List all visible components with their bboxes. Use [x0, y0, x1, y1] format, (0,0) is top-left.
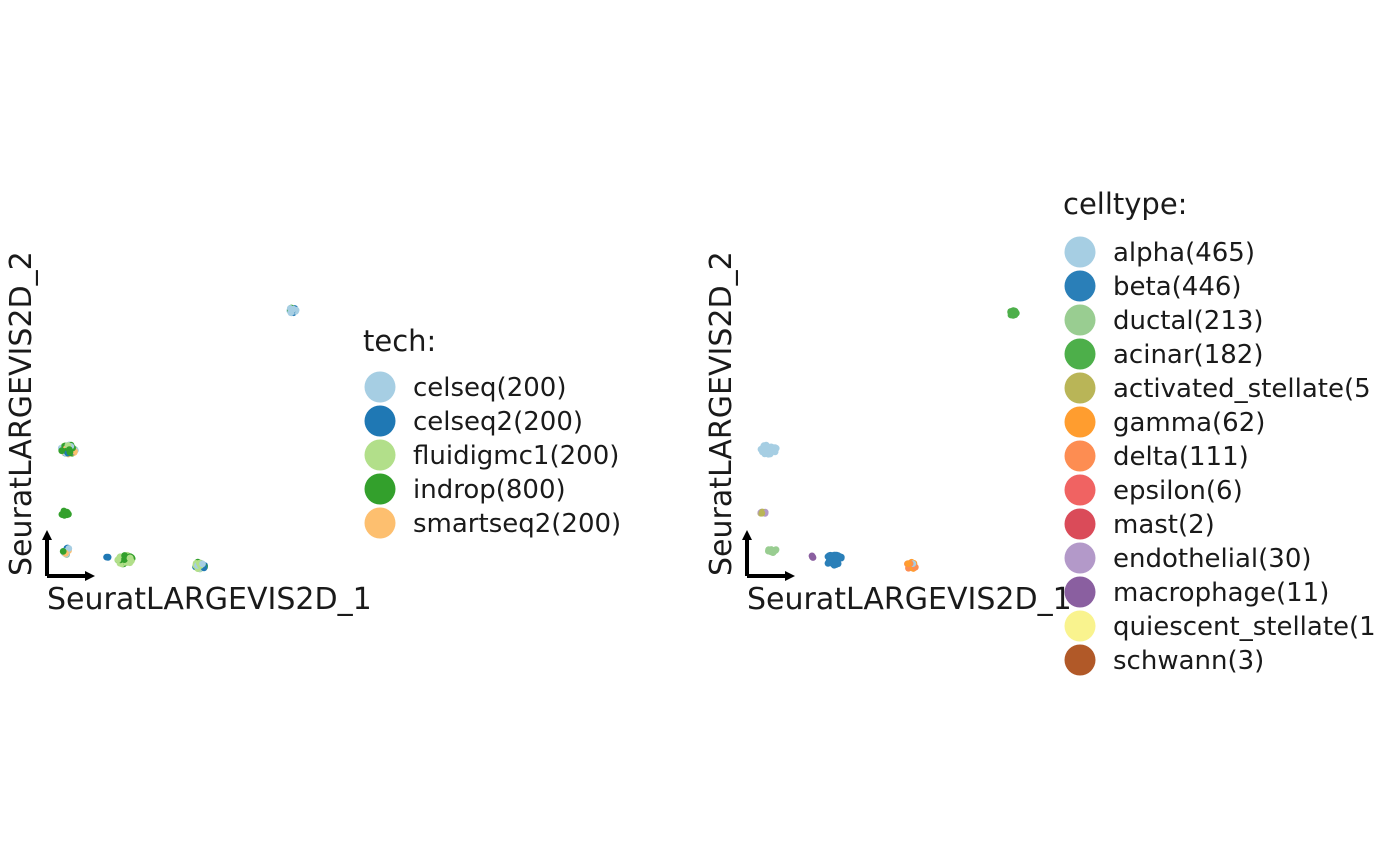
data-point	[826, 559, 833, 567]
legend-item: macrophage(11)	[1064, 576, 1329, 608]
data-point	[767, 546, 775, 553]
legend-item: epsilon(6)	[1064, 474, 1243, 506]
legend-item: gamma(62)	[1064, 406, 1265, 438]
legend-swatch	[1064, 644, 1096, 676]
legend-swatch	[364, 439, 396, 471]
legend-label: endothelial(30)	[1113, 544, 1312, 574]
legend-swatch	[1064, 508, 1096, 540]
legend-label: celseq(200)	[413, 373, 566, 403]
data-point	[59, 511, 66, 518]
legend-item: smartseq2(200)	[364, 507, 621, 539]
tech-points-layer	[57, 304, 300, 573]
legend-item: celseq2(200)	[364, 405, 583, 437]
data-point	[65, 446, 73, 454]
legend-item: alpha(465)	[1064, 236, 1255, 268]
data-point	[766, 446, 774, 454]
data-point	[126, 554, 134, 562]
legend-item: ductal(213)	[1064, 304, 1264, 336]
y-axis-arrow	[742, 530, 752, 576]
legend: alpha(465) beta(446) ductal(213) acinar(182…	[1064, 236, 1376, 676]
legend-label: acinar(182)	[1113, 340, 1263, 370]
legend-label: mast(2)	[1113, 510, 1215, 540]
legend-swatch	[364, 507, 396, 539]
legend-label: schwann(3)	[1113, 646, 1264, 676]
legend-item: fluidigmc1(200)	[364, 439, 619, 471]
legend-swatch	[1064, 236, 1096, 268]
legend-item: activated_stellate(5	[1064, 372, 1371, 404]
legend-swatch	[1064, 576, 1096, 608]
data-point	[104, 553, 112, 561]
legend-label: fluidigmc1(200)	[413, 441, 619, 471]
legend-label: indrop(800)	[413, 475, 566, 505]
legend-item: delta(111)	[1064, 440, 1249, 472]
legend-title: tech:	[363, 324, 436, 358]
data-point	[59, 548, 67, 555]
legend-label: ductal(213)	[1113, 306, 1264, 336]
legend-title: celltype:	[1063, 187, 1187, 221]
x-axis-title: SeuratLARGEVIS2D_1	[747, 582, 1072, 617]
x-axis-arrow	[747, 571, 795, 581]
celltype-points-layer	[757, 307, 1020, 572]
legend-swatch	[364, 473, 396, 505]
y-axis-title: SeuratLARGEVIS2D_2	[4, 251, 39, 576]
legend-item: celseq(200)	[364, 371, 566, 403]
legend-item: indrop(800)	[364, 473, 566, 505]
legend-item: beta(446)	[1064, 270, 1242, 302]
legend-swatch	[1064, 474, 1096, 506]
celltype-scatter-panel: SeuratLARGEVIS2D_1 SeuratLARGEVIS2D_2 ce…	[704, 187, 1376, 676]
legend-item: endothelial(30)	[1064, 542, 1312, 574]
data-point	[904, 560, 912, 567]
legend: celseq(200) celseq2(200) fluidigmc1(200) in…	[364, 371, 621, 539]
legend-item: quiescent_stellate(1	[1064, 610, 1376, 642]
legend-item: acinar(182)	[1064, 338, 1263, 370]
legend-label: activated_stellate(5	[1113, 374, 1371, 404]
data-point	[826, 552, 834, 560]
legend-label: smartseq2(200)	[413, 509, 621, 539]
data-point	[809, 554, 817, 561]
data-point	[758, 509, 766, 517]
y-axis-arrow	[42, 530, 52, 576]
legend-label: macrophage(11)	[1113, 578, 1329, 608]
legend-label: quiescent_stellate(1	[1113, 612, 1376, 642]
x-axis-title: SeuratLARGEVIS2D_1	[47, 582, 372, 617]
legend-item: mast(2)	[1064, 508, 1215, 540]
legend-swatch	[364, 371, 396, 403]
tech-scatter-panel: SeuratLARGEVIS2D_1 SeuratLARGEVIS2D_2 te…	[4, 251, 621, 617]
legend-swatch	[1064, 270, 1096, 302]
legend-label: epsilon(6)	[1113, 476, 1243, 506]
data-point	[832, 556, 840, 564]
legend-swatch	[364, 405, 396, 437]
legend-swatch	[1064, 610, 1096, 642]
data-point	[1009, 307, 1017, 314]
data-point	[65, 510, 72, 518]
legend-swatch	[1064, 542, 1096, 574]
data-point	[760, 446, 767, 454]
legend-swatch	[1064, 338, 1096, 370]
legend-label: alpha(465)	[1113, 238, 1255, 268]
data-point	[199, 560, 206, 568]
legend-label: beta(446)	[1113, 272, 1242, 302]
data-point	[121, 552, 128, 559]
legend-item: schwann(3)	[1064, 644, 1264, 676]
legend-swatch	[1064, 304, 1096, 336]
legend-label: celseq2(200)	[413, 407, 583, 437]
legend-swatch	[1064, 440, 1096, 472]
legend-label: gamma(62)	[1113, 408, 1265, 438]
data-point	[58, 447, 66, 455]
data-point	[286, 305, 294, 312]
legend-swatch	[1064, 406, 1096, 438]
data-point	[114, 556, 122, 564]
legend-swatch	[1064, 372, 1096, 404]
y-axis-title: SeuratLARGEVIS2D_2	[704, 251, 739, 576]
legend-label: delta(111)	[1113, 442, 1249, 472]
x-axis-arrow	[47, 571, 95, 581]
